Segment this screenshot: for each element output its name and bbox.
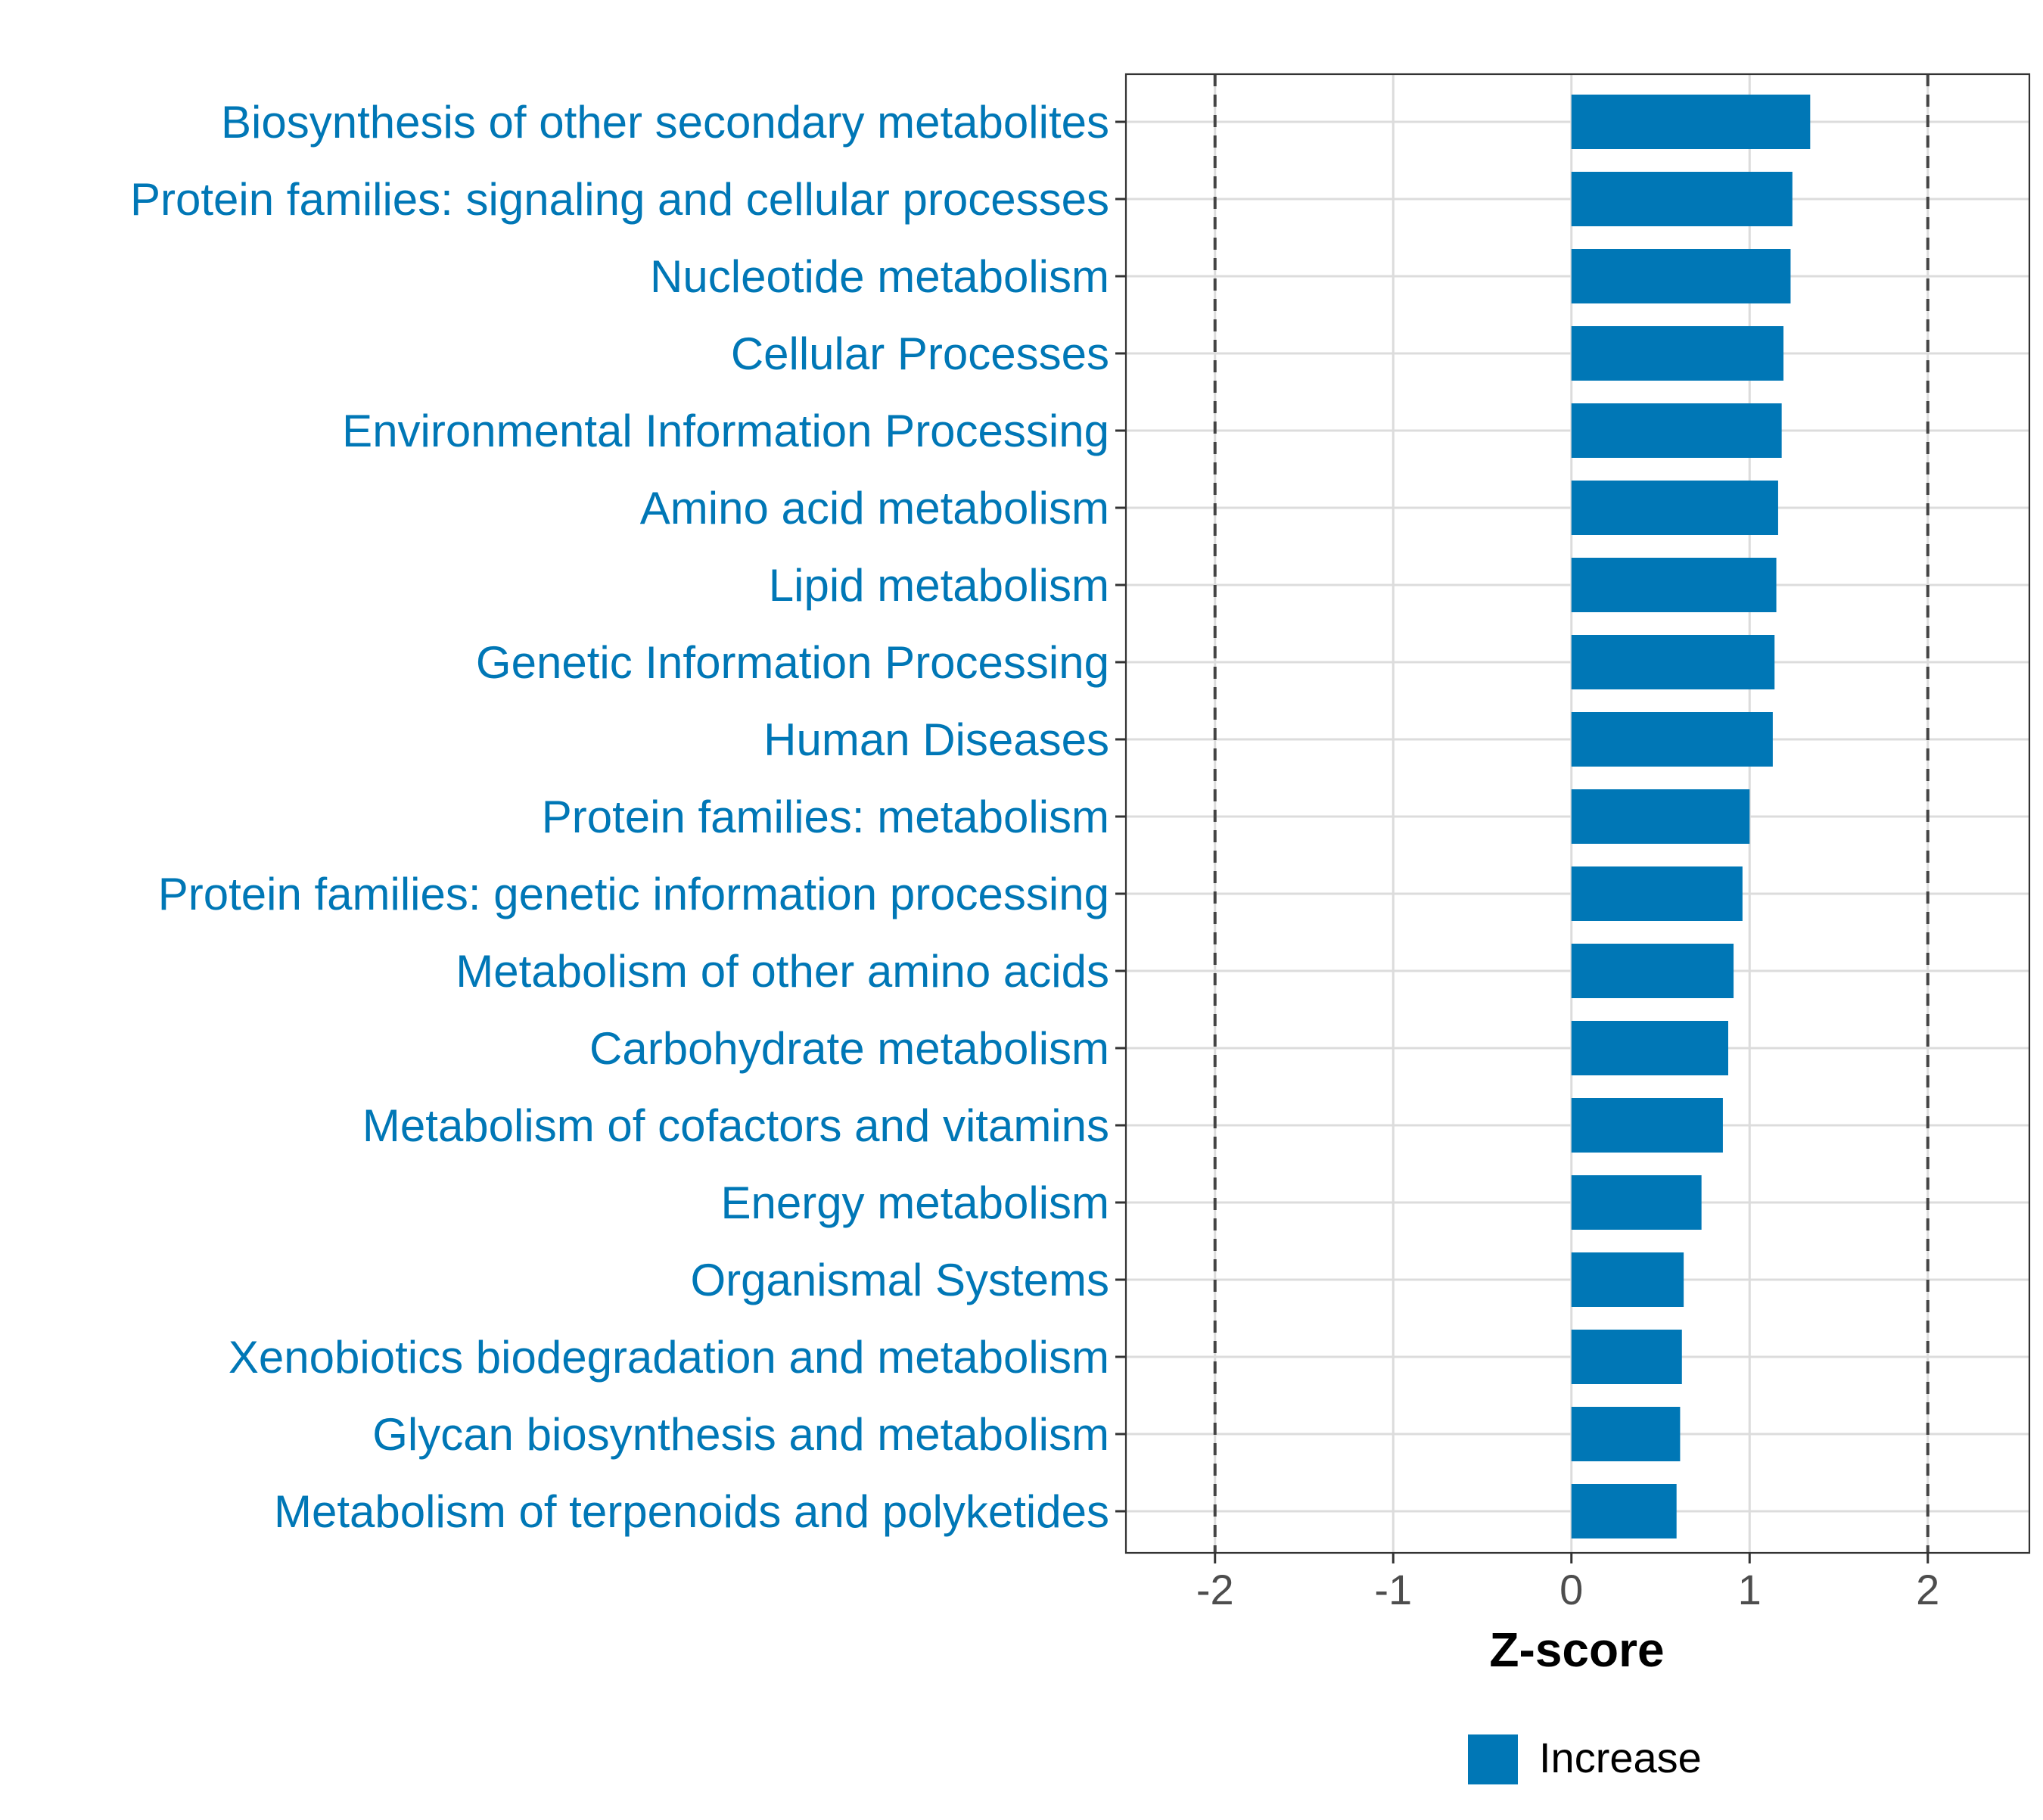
category-label: Lipid metabolism (769, 560, 1109, 611)
category-label: Protein families: signaling and cellular… (130, 174, 1109, 225)
bar (1571, 172, 1793, 226)
x-tick-label: -1 (1374, 1566, 1412, 1613)
bar (1571, 866, 1743, 921)
bar (1571, 1098, 1723, 1153)
bar (1571, 558, 1777, 612)
category-label: Organismal Systems (691, 1255, 1109, 1305)
x-tick-label: -2 (1196, 1566, 1234, 1613)
category-label: Nucleotide metabolism (650, 251, 1109, 302)
legend: Increase (1468, 1734, 1702, 1784)
x-axis-title: Z-score (1489, 1622, 1664, 1677)
bar (1571, 1021, 1728, 1075)
category-label: Protein families: metabolism (542, 792, 1109, 842)
category-label: Protein families: genetic information pr… (158, 869, 1109, 919)
bar (1571, 712, 1773, 767)
x-tick-label: 0 (1559, 1566, 1583, 1613)
bar (1571, 481, 1778, 535)
bar (1571, 1484, 1677, 1538)
legend-label-increase: Increase (1539, 1734, 1702, 1781)
legend-swatch-increase (1468, 1734, 1518, 1784)
bar (1571, 635, 1775, 689)
y-axis-labels: Biosynthesis of other secondary metaboli… (130, 97, 1109, 1537)
x-axis-ticks: -2 -1 0 1 2 (1196, 1553, 1939, 1613)
bar (1571, 1407, 1681, 1461)
category-label: Amino acid metabolism (640, 483, 1109, 534)
x-tick-label: 2 (1916, 1566, 1939, 1613)
category-label: Cellular Processes (731, 328, 1109, 379)
bar (1571, 403, 1782, 458)
bar (1571, 326, 1784, 381)
bars (1571, 95, 1811, 1538)
category-label: Metabolism of other amino acids (456, 946, 1109, 997)
bar (1571, 1175, 1702, 1230)
category-label: Energy metabolism (720, 1178, 1109, 1228)
category-label: Xenobiotics biodegradation and metabolis… (229, 1332, 1109, 1383)
bar (1571, 1252, 1684, 1307)
reference-lines (1213, 74, 1930, 1553)
category-label: Genetic Information Processing (476, 637, 1109, 688)
category-label: Carbohydrate metabolism (589, 1023, 1109, 1074)
bar (1571, 249, 1791, 303)
x-tick-label: 1 (1738, 1566, 1762, 1613)
category-label: Human Diseases (763, 714, 1109, 765)
bar (1571, 1330, 1682, 1384)
bar (1571, 944, 1734, 998)
bar (1571, 789, 1750, 844)
category-label: Metabolism of terpenoids and polyketides (274, 1486, 1109, 1537)
plot-panel-border (1124, 73, 2031, 1554)
y-axis-ticks (1115, 120, 1126, 1513)
category-label: Biosynthesis of other secondary metaboli… (221, 97, 1109, 148)
category-label: Glycan biosynthesis and metabolism (372, 1409, 1109, 1460)
bar (1571, 95, 1811, 149)
category-label: Metabolism of cofactors and vitamins (362, 1100, 1109, 1151)
category-label: Environmental Information Processing (342, 406, 1109, 456)
